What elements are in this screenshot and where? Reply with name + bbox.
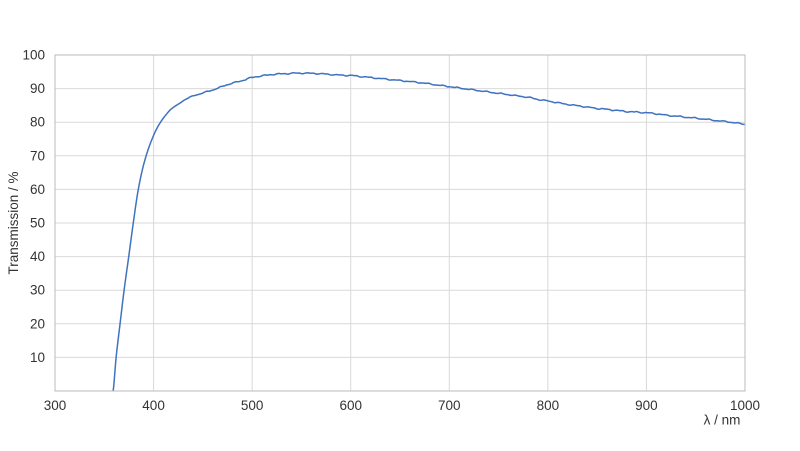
svg-text:40: 40: [30, 249, 45, 264]
svg-text:100: 100: [22, 48, 45, 63]
svg-text:700: 700: [438, 398, 461, 413]
svg-text:30: 30: [30, 283, 45, 298]
svg-text:1000: 1000: [730, 398, 760, 413]
svg-text:300: 300: [44, 398, 67, 413]
svg-text:Transmission / %: Transmission / %: [6, 171, 21, 274]
svg-text:500: 500: [241, 398, 264, 413]
svg-text:70: 70: [30, 148, 45, 163]
svg-text:80: 80: [30, 115, 45, 130]
svg-text:90: 90: [30, 81, 45, 96]
svg-text:10: 10: [30, 350, 45, 365]
svg-text:λ / nm: λ / nm: [704, 413, 741, 428]
svg-text:50: 50: [30, 216, 45, 231]
svg-text:20: 20: [30, 316, 45, 331]
svg-text:400: 400: [142, 398, 165, 413]
svg-text:600: 600: [339, 398, 362, 413]
svg-text:800: 800: [537, 398, 560, 413]
svg-text:60: 60: [30, 182, 45, 197]
svg-text:900: 900: [635, 398, 658, 413]
